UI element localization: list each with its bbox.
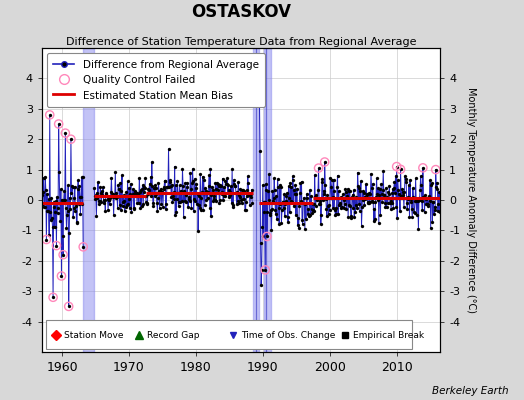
- Point: [67, 136, 75, 142]
- Point: [392, 163, 401, 170]
- Legend: Difference from Regional Average, Quality Control Failed, Estimated Station Mean: Difference from Regional Average, Qualit…: [47, 53, 265, 107]
- Text: Time of Obs. Change: Time of Obs. Change: [241, 331, 335, 340]
- Bar: [253, 48, 259, 352]
- Point: [57, 273, 66, 279]
- Text: Empirical Break: Empirical Break: [353, 331, 424, 340]
- Point: [42, 236, 51, 243]
- Point: [59, 252, 67, 258]
- Text: Berkeley Earth: Berkeley Earth: [432, 386, 508, 396]
- Point: [52, 242, 61, 249]
- Point: [61, 130, 70, 136]
- Text: Station Move: Station Move: [64, 331, 123, 340]
- Point: [49, 294, 57, 300]
- Point: [321, 159, 329, 165]
- Text: OSTASKOV: OSTASKOV: [191, 3, 291, 21]
- Title: Difference of Station Temperature Data from Regional Average: Difference of Station Temperature Data f…: [66, 37, 416, 47]
- Point: [431, 166, 440, 173]
- FancyBboxPatch shape: [46, 320, 412, 349]
- Point: [46, 112, 54, 118]
- Point: [261, 267, 269, 273]
- Point: [263, 233, 271, 240]
- Text: Record Gap: Record Gap: [147, 331, 200, 340]
- Point: [79, 244, 88, 250]
- Point: [396, 166, 405, 172]
- Point: [64, 303, 73, 310]
- Bar: [83, 48, 94, 352]
- Y-axis label: Monthly Temperature Anomaly Difference (°C): Monthly Temperature Anomaly Difference (…: [466, 87, 476, 313]
- Point: [54, 121, 63, 127]
- Bar: [264, 48, 271, 352]
- Point: [419, 165, 427, 171]
- Point: [314, 165, 323, 171]
